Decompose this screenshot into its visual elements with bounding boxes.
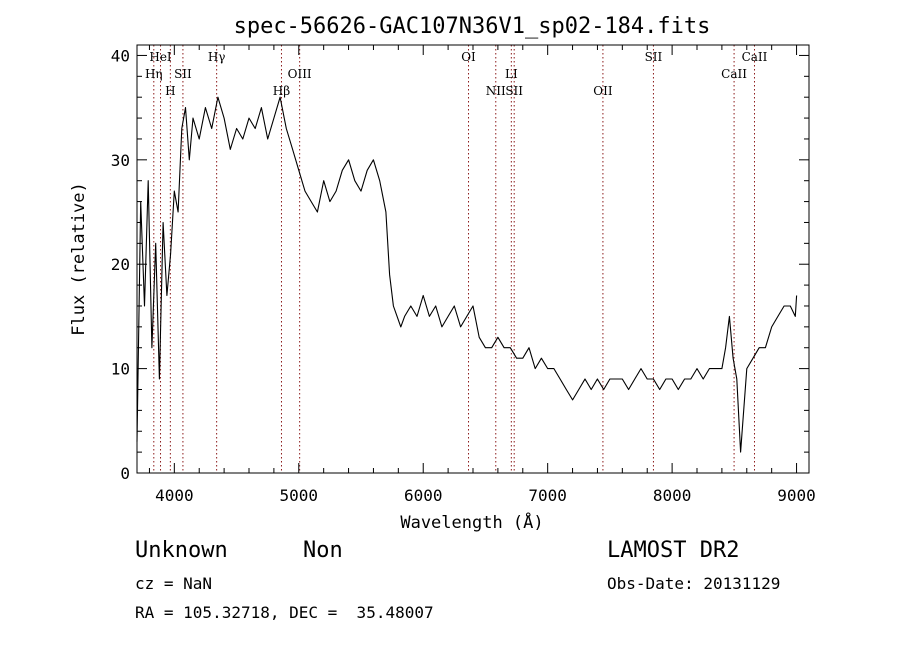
spectral-line-label: Hβ: [273, 84, 290, 98]
spectral-line-label: NII: [486, 84, 506, 98]
spectrum-series: [136, 96, 798, 453]
spectral-line-label: Hη: [145, 67, 163, 81]
spectral-line-label: Hγ: [208, 50, 226, 64]
chart-title: spec-56626-GAC107N36V1_sp02-184.fits: [234, 14, 711, 39]
y-tick-label: 10: [111, 360, 130, 379]
x-tick-label: 4000: [155, 486, 194, 505]
obs-date-text: Obs-Date: 20131129: [607, 574, 781, 593]
spectral-line-label: CaII: [721, 67, 747, 81]
y-tick-label: 30: [111, 151, 130, 170]
spectral-line-label: SII: [645, 50, 663, 64]
x-tick-label: 6000: [404, 486, 443, 505]
spectral-line-label: SII: [174, 67, 192, 81]
y-axis: 0 10 20 30 40: [111, 46, 809, 483]
x-tick-label: 8000: [653, 486, 692, 505]
y-axis-label: Flux (relative): [69, 182, 89, 336]
spectral-line-label: CaII: [742, 50, 768, 64]
spectrum-line: [136, 96, 798, 453]
spectral-line-label: OI: [461, 50, 476, 64]
x-tick-label: 5000: [280, 486, 319, 505]
survey-label: LAMOST DR2: [607, 538, 740, 563]
x-axis: 4000 5000 6000 7000 8000 9000: [148, 45, 816, 505]
spectral-line-label: H: [165, 84, 175, 98]
x-tick-label: 7000: [528, 486, 567, 505]
subclass-label: Non: [303, 538, 343, 563]
y-tick-label: 40: [111, 46, 130, 65]
spectral-line-label: HeI: [149, 50, 172, 64]
class-label: Unknown: [135, 538, 228, 563]
redshift-text: cz = NaN: [135, 574, 213, 593]
coordinates-text: RA = 105.32718, DEC = 35.48007: [135, 603, 434, 622]
spectral-line-label: SII: [505, 84, 523, 98]
spectral-line-label: LI: [505, 67, 518, 81]
y-tick-label: 0: [120, 464, 130, 483]
x-tick-label: 9000: [777, 486, 816, 505]
spectral-line-label: OIII: [288, 67, 312, 81]
x-axis-label: Wavelength (Å): [400, 511, 543, 533]
plot-frame: [136, 44, 810, 474]
y-tick-label: 20: [111, 255, 130, 274]
spectral-line-label: OII: [593, 84, 613, 98]
